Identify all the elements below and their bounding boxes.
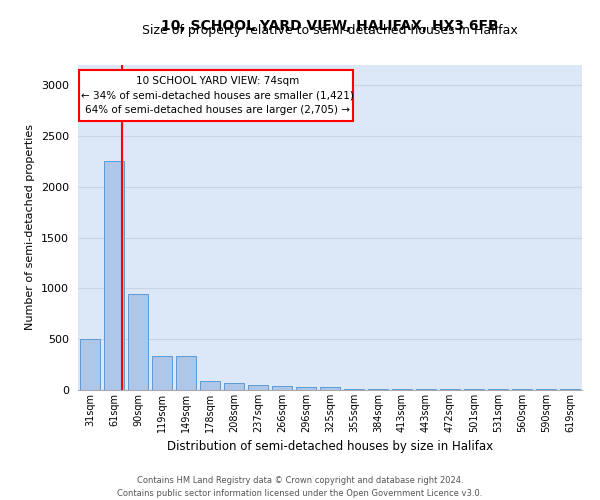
Bar xyxy=(296,387,316,390)
X-axis label: Distribution of semi-detached houses by size in Halifax: Distribution of semi-detached houses by … xyxy=(167,440,493,454)
Text: Contains HM Land Registry data © Crown copyright and database right 2024.
Contai: Contains HM Land Registry data © Crown c… xyxy=(118,476,482,498)
Bar xyxy=(128,294,148,390)
Y-axis label: Number of semi-detached properties: Number of semi-detached properties xyxy=(25,124,35,330)
Text: 10, SCHOOL YARD VIEW, HALIFAX, HX3 6FB: 10, SCHOOL YARD VIEW, HALIFAX, HX3 6FB xyxy=(161,18,499,32)
Title: Size of property relative to semi-detached houses in Halifax: Size of property relative to semi-detach… xyxy=(142,24,518,38)
Bar xyxy=(104,162,124,390)
Bar xyxy=(176,356,196,390)
Bar xyxy=(200,381,220,390)
Bar xyxy=(79,70,353,121)
Bar xyxy=(320,387,340,390)
Bar xyxy=(152,356,172,390)
Bar xyxy=(272,386,292,390)
Text: 10 SCHOOL YARD VIEW: 74sqm
← 34% of semi-detached houses are smaller (1,421)
64%: 10 SCHOOL YARD VIEW: 74sqm ← 34% of semi… xyxy=(81,76,353,116)
Bar xyxy=(80,339,100,390)
Bar xyxy=(248,385,268,390)
Bar xyxy=(224,383,244,390)
